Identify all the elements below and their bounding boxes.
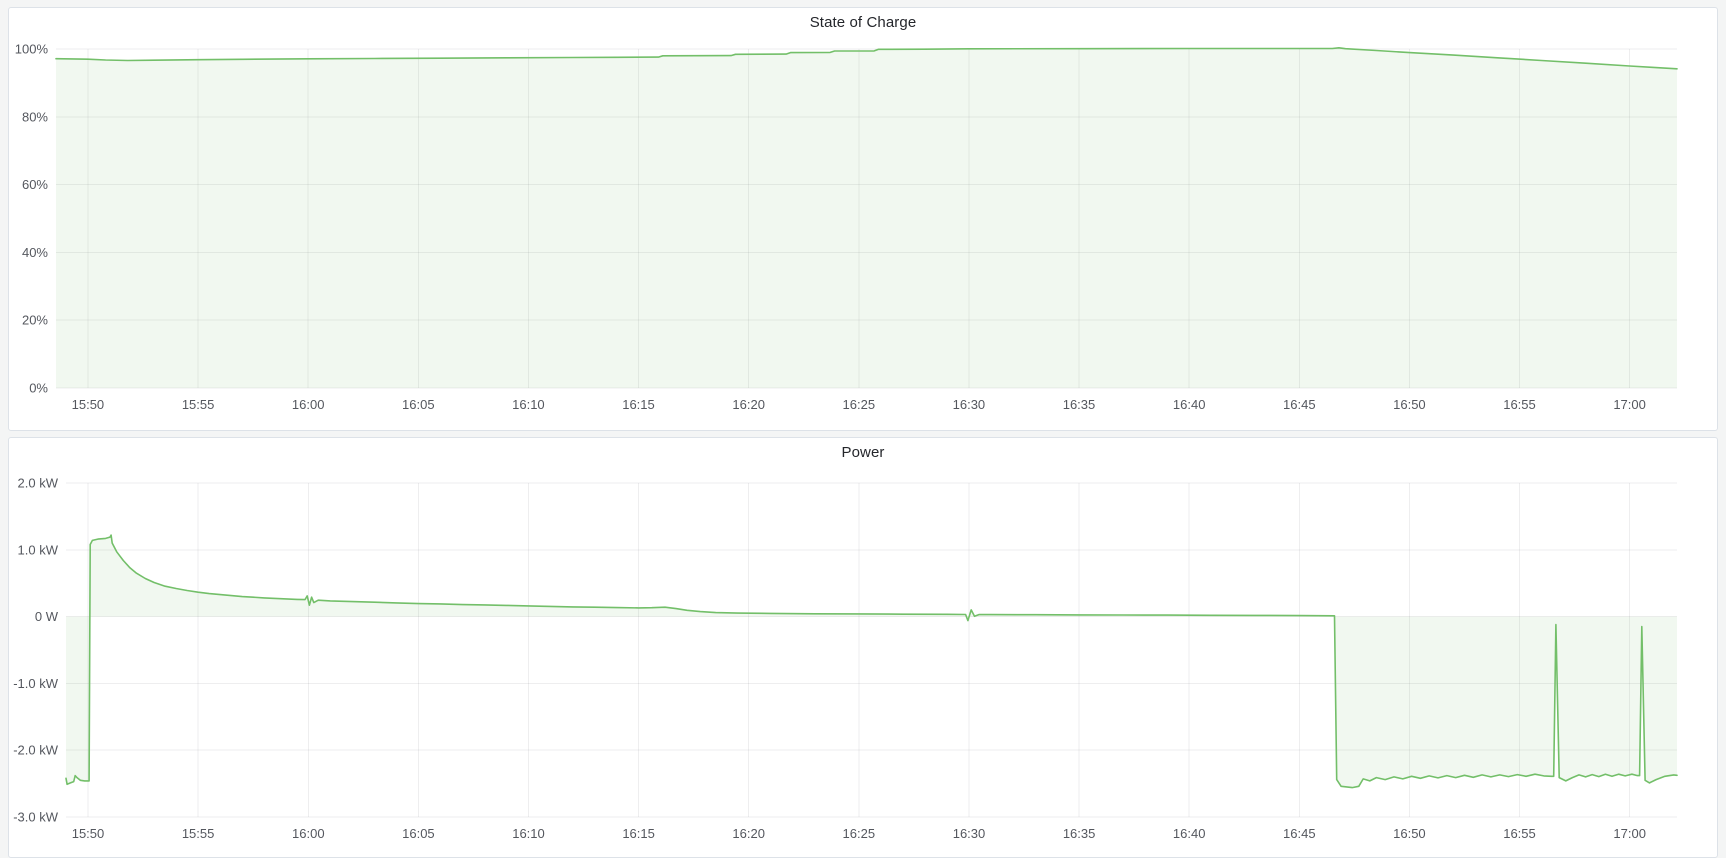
panel-state-of-charge: 15:50 15:55 16:00 16:05 16:10 16:15 16:20 16:25… [8, 7, 1718, 431]
series-area [56, 47, 1677, 389]
x-tick-label: 16:15 [622, 826, 655, 841]
series-line [55, 46, 1678, 70]
series-area [66, 535, 1677, 788]
x-tick-label: 16:40 [1173, 397, 1206, 412]
y-tick-label: 2.0 kW [18, 476, 59, 491]
x-tick-label: 16:00 [292, 826, 325, 841]
x-tick-label: 17:00 [1613, 397, 1646, 412]
y-tick-label: 60% [22, 177, 48, 192]
x-tick-label: 16:30 [953, 397, 986, 412]
y-tick-label: 100% [15, 42, 49, 57]
x-tick-label: 16:35 [1063, 397, 1096, 412]
y-tick-label: 0% [29, 381, 48, 396]
power-chart[interactable]: 15:50 15:55 16:00 16:05 16:10 16:15 16:20 16:25… [9, 438, 1717, 857]
x-tick-label: 16:10 [512, 826, 545, 841]
x-tick-label: 16:10 [512, 397, 545, 412]
y-tick-label: 80% [22, 109, 48, 124]
x-tick-label: 16:25 [843, 826, 876, 841]
y-tick-label: 40% [22, 245, 48, 260]
series-line [65, 534, 1678, 789]
state-of-charge-chart[interactable]: 15:50 15:55 16:00 16:05 16:10 16:15 16:20 16:25… [9, 8, 1717, 430]
x-tick-label: 16:45 [1283, 826, 1316, 841]
panel-power: 15:50 15:55 16:00 16:05 16:10 16:15 16:20 16:25… [8, 437, 1718, 858]
x-tick-label: 16:15 [622, 397, 655, 412]
x-tick-label: 16:20 [732, 397, 765, 412]
panel-title-state-of-charge[interactable]: State of Charge [809, 14, 917, 31]
x-tick-label: 16:55 [1503, 826, 1536, 841]
x-tick-label: 15:50 [72, 397, 105, 412]
x-tick-label: 17:00 [1613, 826, 1646, 841]
x-tick-label: 16:40 [1173, 826, 1206, 841]
y-tick-label: 0 W [35, 609, 59, 624]
x-tick-label: 16:20 [732, 826, 765, 841]
x-tick-label: 16:55 [1503, 397, 1536, 412]
y-tick-label: -2.0 kW [13, 743, 59, 758]
y-tick-label: -1.0 kW [13, 676, 59, 691]
x-tick-label: 16:00 [292, 397, 325, 412]
x-tick-label: 15:55 [182, 397, 215, 412]
x-tick-label: 15:55 [182, 826, 215, 841]
x-tick-label: 16:05 [402, 397, 435, 412]
x-tick-label: 16:25 [843, 397, 876, 412]
panel-title-power[interactable]: Power [841, 444, 885, 461]
y-tick-label: 20% [22, 313, 48, 328]
x-tick-label: 16:50 [1393, 826, 1426, 841]
x-tick-label: 16:05 [402, 826, 435, 841]
x-tick-label: 16:45 [1283, 397, 1316, 412]
x-tick-label: 15:50 [72, 826, 105, 841]
x-tick-label: 16:30 [953, 826, 986, 841]
y-tick-label: -3.0 kW [13, 810, 59, 825]
x-tick-label: 16:35 [1063, 826, 1096, 841]
x-tick-label: 16:50 [1393, 397, 1426, 412]
y-tick-label: 1.0 kW [18, 542, 59, 557]
